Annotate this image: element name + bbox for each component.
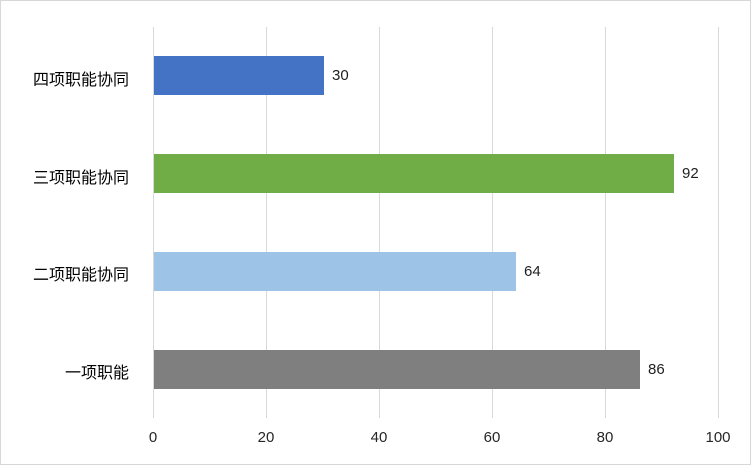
gridline: [266, 27, 267, 418]
x-axis-tick-label: 40: [370, 429, 388, 446]
category-label: 三项职能协同: [32, 170, 129, 187]
category-label: 四项职能协同: [32, 72, 129, 89]
gridline: [718, 27, 719, 418]
data-label: 64: [524, 263, 541, 280]
gridline: [605, 27, 606, 418]
x-axis-tick-label: 0: [148, 429, 158, 446]
category-label: 一项职能: [64, 365, 129, 382]
gridline: [379, 27, 380, 418]
x-axis-tick-label: 60: [483, 429, 501, 446]
bar: [154, 350, 640, 389]
plot-area: 30 92 64 86: [153, 27, 719, 418]
x-axis-tick-label: 100: [705, 429, 731, 446]
bar: [154, 56, 324, 95]
category-label: 二项职能协同: [32, 267, 129, 284]
data-label: 30: [332, 67, 349, 84]
x-axis-tick-label: 20: [257, 429, 275, 446]
gridline: [492, 27, 493, 418]
data-label: 92: [682, 165, 699, 182]
bar: [154, 154, 674, 193]
x-axis-tick-label: 80: [596, 429, 614, 446]
data-label: 86: [648, 361, 665, 378]
gridline: [153, 27, 154, 418]
bar: [154, 252, 516, 291]
